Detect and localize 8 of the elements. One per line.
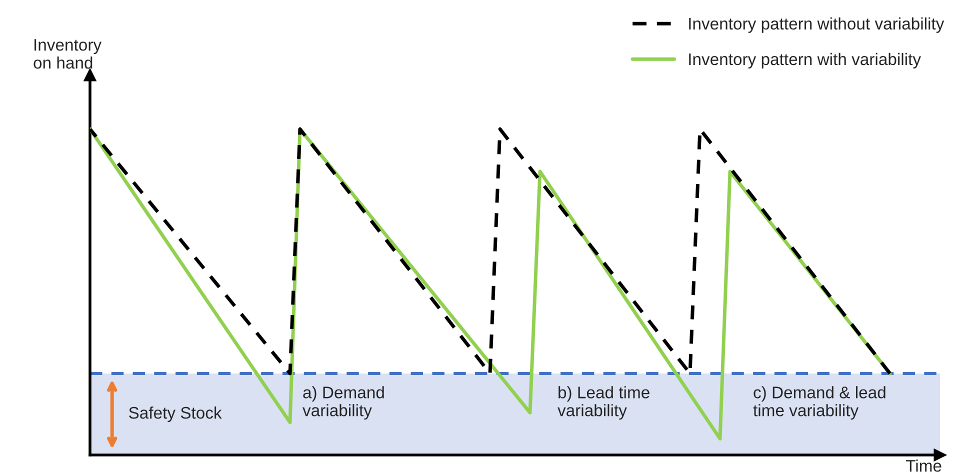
- legend-label: Inventory pattern without variability: [689, 17, 944, 33]
- legend-label: Inventory pattern with variability: [689, 52, 921, 68]
- y-axis-title: Inventory on hand: [34, 39, 102, 69]
- band-label: Safety Stock: [129, 406, 222, 422]
- annotation: a) Demand variability: [302, 386, 384, 420]
- annotation: b) Lead time variability: [558, 386, 650, 420]
- annotation: c) Demand & lead time variability: [753, 386, 886, 420]
- x-axis-title: Time: [906, 460, 942, 472]
